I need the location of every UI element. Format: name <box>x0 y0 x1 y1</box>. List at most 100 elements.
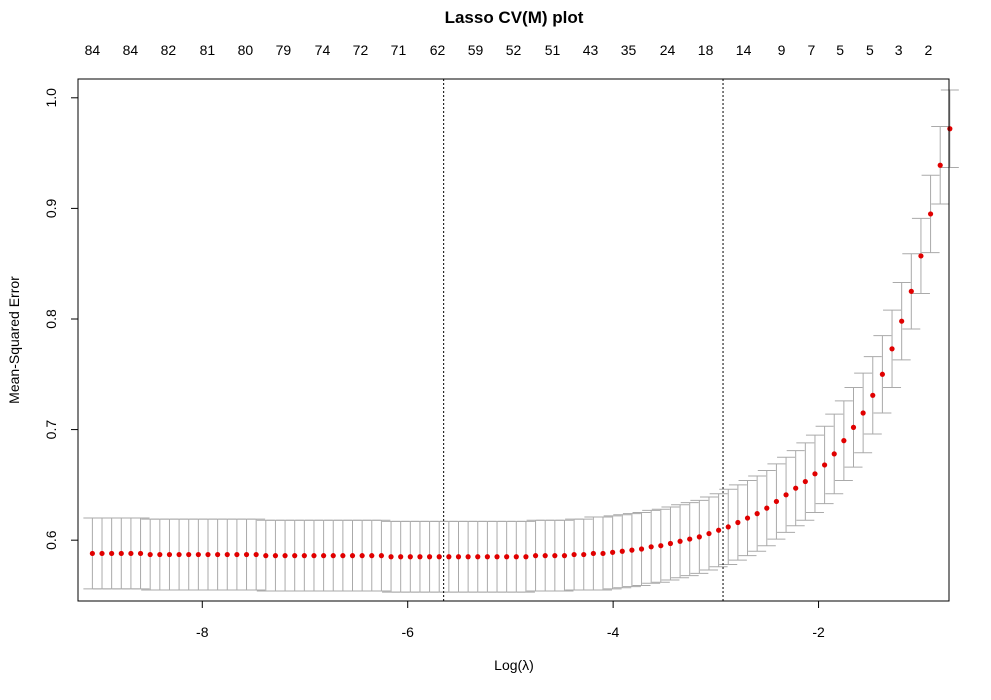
data-point <box>658 543 664 549</box>
data-point <box>812 471 818 477</box>
data-point <box>99 550 105 557</box>
top-count-label: 51 <box>545 42 561 58</box>
data-point <box>263 553 269 559</box>
top-count-label: 5 <box>866 42 874 58</box>
data-point <box>821 462 828 468</box>
top-count-label: 35 <box>621 42 637 58</box>
y-axis: 0.6 0.7 0.8 0.9 1.0 <box>43 88 78 550</box>
data-point <box>205 551 211 558</box>
top-count-label: 2 <box>925 42 933 58</box>
top-count-label: 18 <box>698 42 714 58</box>
data-point <box>378 553 385 559</box>
data-point <box>166 551 173 558</box>
top-count-label: 71 <box>391 42 407 58</box>
data-point <box>667 540 674 547</box>
data-point <box>783 492 789 498</box>
data-point <box>398 554 404 560</box>
data-point <box>234 551 240 558</box>
data-point <box>109 550 115 557</box>
vline-group <box>443 79 724 601</box>
top-count-label: 72 <box>353 42 369 58</box>
data-point <box>860 410 866 416</box>
data-point <box>532 553 539 559</box>
data-point <box>571 551 577 558</box>
data-point <box>696 534 702 540</box>
x-tick-label: -2 <box>812 624 825 640</box>
data-point <box>137 550 144 557</box>
top-count-label: 7 <box>807 42 815 58</box>
data-point <box>504 554 510 560</box>
top-count-label: 5 <box>836 42 844 58</box>
data-point <box>301 553 307 559</box>
data-point <box>330 553 336 559</box>
data-point <box>224 551 230 558</box>
data-point <box>465 554 471 560</box>
data-point <box>937 162 943 168</box>
data-point <box>947 126 953 132</box>
data-point <box>764 505 770 511</box>
data-point <box>735 519 741 526</box>
data-point <box>282 553 288 559</box>
data-point <box>619 548 625 554</box>
data-point <box>706 530 712 537</box>
top-count-label: 74 <box>315 42 331 58</box>
data-point <box>359 553 365 559</box>
top-count-label: 3 <box>895 42 903 58</box>
top-count-label: 82 <box>161 42 177 58</box>
y-tick-label: 0.8 <box>43 309 59 329</box>
x-axis-label: Log(λ) <box>494 657 534 673</box>
data-point <box>157 551 163 558</box>
data-point <box>754 511 760 517</box>
data-point <box>581 551 587 558</box>
data-point <box>407 554 413 560</box>
x-tick-label: -6 <box>401 624 414 640</box>
data-point <box>446 554 452 560</box>
data-point <box>889 346 895 352</box>
data-point <box>128 550 134 557</box>
data-point <box>426 554 433 560</box>
data-point <box>475 554 481 560</box>
data-point <box>311 553 317 559</box>
data-point <box>195 551 201 558</box>
data-point <box>369 553 375 559</box>
data-point <box>850 424 857 430</box>
data-point <box>870 392 876 398</box>
top-count-label: 81 <box>200 42 216 58</box>
data-point <box>513 554 519 560</box>
data-point <box>831 451 837 457</box>
top-count-label: 14 <box>736 42 752 58</box>
x-axis: -8 -6 -4 -2 <box>196 601 825 640</box>
y-tick-label: 0.7 <box>43 420 59 440</box>
data-point <box>436 554 442 560</box>
data-point <box>687 536 693 542</box>
data-point <box>793 485 799 491</box>
top-count-label: 79 <box>276 42 292 58</box>
data-point <box>523 554 529 560</box>
y-tick-label: 0.9 <box>43 198 59 218</box>
data-point <box>186 551 192 558</box>
data-point <box>927 211 934 217</box>
data-point <box>899 318 905 324</box>
data-point <box>89 550 95 557</box>
data-point <box>600 550 606 557</box>
x-tick-label: -8 <box>196 624 209 640</box>
data-point <box>610 549 616 555</box>
data-point <box>716 527 722 533</box>
data-point <box>773 498 780 505</box>
data-point <box>243 551 250 558</box>
data-point <box>841 438 847 444</box>
data-point <box>542 553 548 559</box>
data-point <box>215 551 221 558</box>
top-count-label: 84 <box>123 42 139 58</box>
data-point <box>552 553 558 559</box>
top-count-label: 80 <box>238 42 254 58</box>
data-point <box>272 553 279 559</box>
data-point <box>340 553 346 559</box>
top-axis: 84 84 82 81 80 79 74 72 71 62 59 52 51 43 35 24 18 14 9 7 5 5… <box>85 42 933 58</box>
top-count-label: 59 <box>468 42 484 58</box>
top-count-label: 24 <box>660 42 676 58</box>
y-tick-label: 0.6 <box>43 530 59 550</box>
point-group <box>89 126 953 560</box>
data-point <box>484 554 490 560</box>
